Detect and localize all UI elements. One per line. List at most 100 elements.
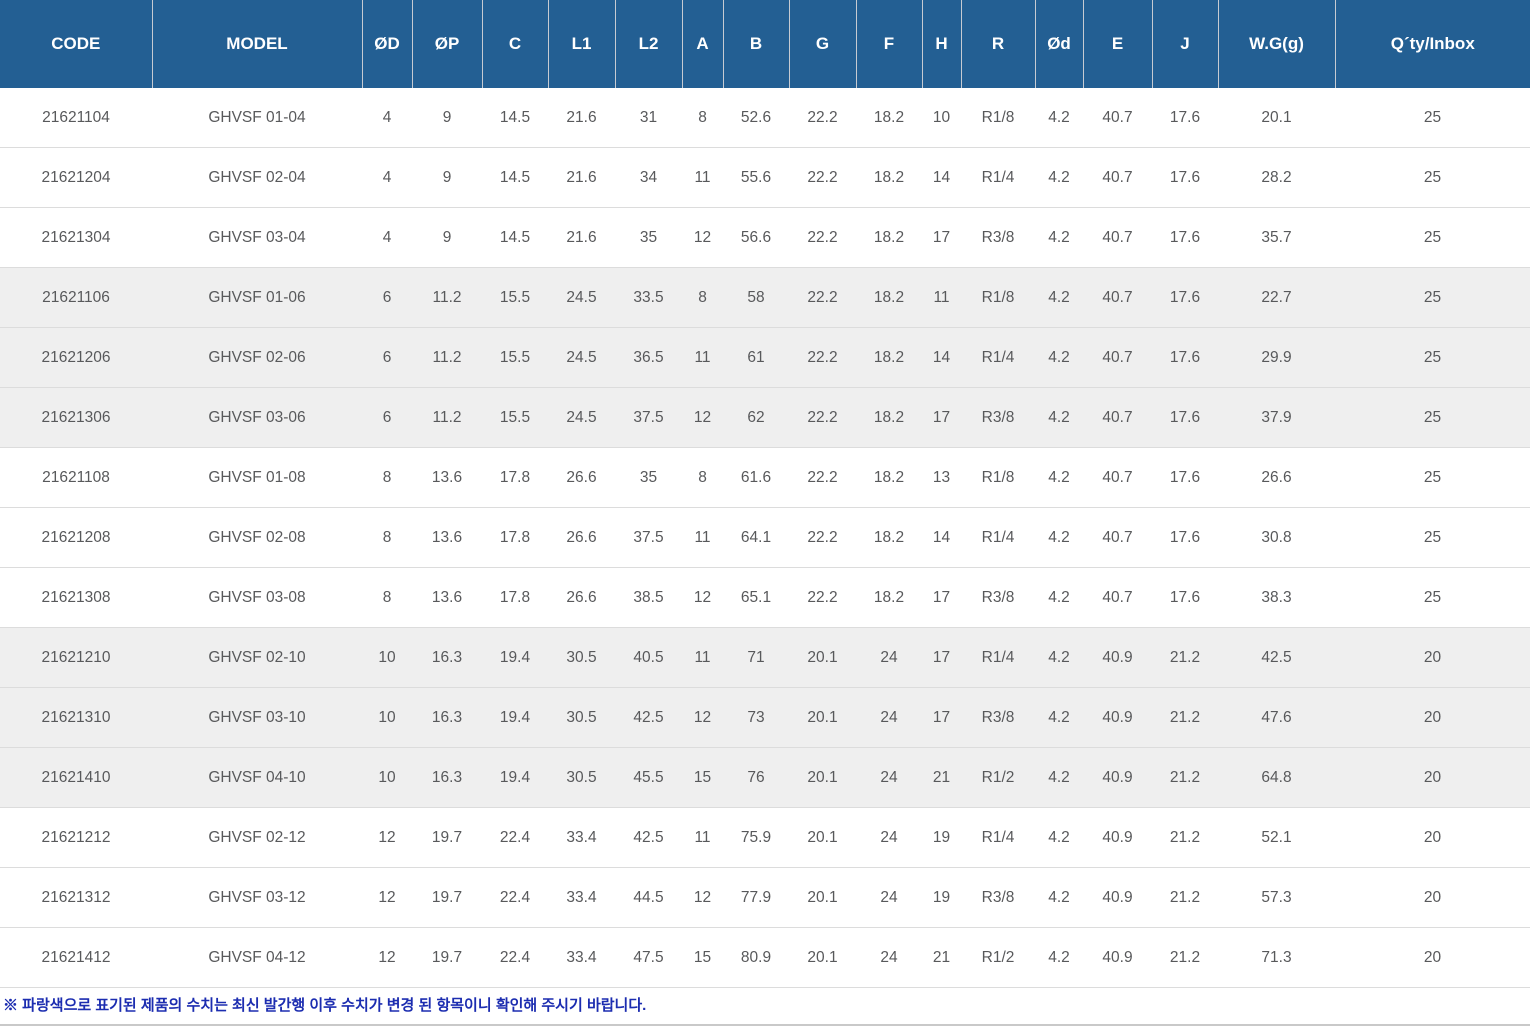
- table-cell: 21621410: [0, 747, 152, 808]
- table-cell: 71: [723, 627, 789, 688]
- table-cell: 11.2: [412, 387, 482, 448]
- table-cell: 20: [1335, 747, 1530, 808]
- table-cell: 21.2: [1152, 867, 1218, 928]
- table-row: 21621106 GHVSF 01-06 6 11.2 15.5 24.5 33.5 8 58 2…: [0, 267, 1530, 328]
- table-cell: 19.7: [412, 807, 482, 868]
- table-cell: 17.6: [1152, 567, 1218, 628]
- table-cell: 8: [362, 567, 412, 628]
- table-cell: 22.4: [482, 807, 548, 868]
- table-cell: 17: [922, 387, 961, 448]
- table-cell: 18.2: [856, 387, 922, 448]
- table-cell: 8: [682, 88, 723, 148]
- table-cell: 21621308: [0, 567, 152, 628]
- table-cell: 14: [922, 507, 961, 568]
- table-cell: 40.7: [1083, 447, 1152, 508]
- table-row: 21621210 GHVSF 02-10 10 16.3 19.4 30.5 40.5 11 7…: [0, 627, 1530, 688]
- table-cell: 20.1: [789, 687, 856, 748]
- table-cell: 10: [362, 627, 412, 688]
- table-cell: 40.9: [1083, 927, 1152, 987]
- table-cell: 25: [1335, 387, 1530, 448]
- table-cell: 26.6: [1218, 447, 1335, 508]
- table-cell: 17.6: [1152, 387, 1218, 448]
- table-cell: 24: [856, 867, 922, 928]
- table-cell: 9: [412, 207, 482, 268]
- column-header-6: L2: [615, 0, 683, 88]
- table-cell: 20: [1335, 867, 1530, 928]
- table-cell: 40.7: [1083, 147, 1152, 208]
- table-cell: 44.5: [615, 867, 682, 928]
- table-cell: GHVSF 02-08: [152, 507, 362, 568]
- table-cell: 24: [856, 627, 922, 688]
- table-cell: 40.9: [1083, 627, 1152, 688]
- table-cell: 20.1: [789, 747, 856, 808]
- table-cell: 13: [922, 447, 961, 508]
- table-cell: 73: [723, 687, 789, 748]
- table-cell: GHVSF 03-10: [152, 687, 362, 748]
- table-cell: 52.1: [1218, 807, 1335, 868]
- table-cell: 17: [922, 567, 961, 628]
- table-row: 21621308 GHVSF 03-08 8 13.6 17.8 26.6 38.5 12 65…: [0, 567, 1530, 628]
- table-cell: 18.2: [856, 507, 922, 568]
- table-cell: 42.5: [615, 807, 682, 868]
- table-cell: R3/8: [961, 867, 1035, 928]
- table-cell: 9: [412, 147, 482, 208]
- table-row: 21621306 GHVSF 03-06 6 11.2 15.5 24.5 37.5 12 62…: [0, 387, 1530, 448]
- column-header-9: G: [789, 0, 857, 88]
- table-cell: 40.7: [1083, 207, 1152, 268]
- table-cell: 15: [682, 747, 723, 808]
- table-cell: 8: [362, 507, 412, 568]
- column-header-15: J: [1152, 0, 1219, 88]
- table-cell: 26.6: [548, 567, 615, 628]
- table-cell: 21621310: [0, 687, 152, 748]
- table-cell: 18.2: [856, 147, 922, 208]
- table-cell: 24: [856, 747, 922, 808]
- table-cell: 4: [362, 88, 412, 148]
- table-cell: 24.5: [548, 327, 615, 388]
- table-row: 21621212 GHVSF 02-12 12 19.7 22.4 33.4 42.5 11 7…: [0, 807, 1530, 868]
- table-cell: 24: [856, 807, 922, 868]
- table-cell: 16.3: [412, 687, 482, 748]
- table-cell: 75.9: [723, 807, 789, 868]
- table-cell: GHVSF 04-12: [152, 927, 362, 987]
- table-cell: 12: [682, 687, 723, 748]
- table-cell: 26.6: [548, 507, 615, 568]
- table-cell: 9: [412, 88, 482, 148]
- table-cell: 22.4: [482, 927, 548, 987]
- table-cell: 12: [362, 807, 412, 868]
- table-cell: 40.9: [1083, 747, 1152, 808]
- table-cell: 14.5: [482, 207, 548, 268]
- table-cell: 15: [682, 927, 723, 987]
- table-cell: 19.4: [482, 687, 548, 748]
- table-cell: 21.2: [1152, 807, 1218, 868]
- table-cell: 22.7: [1218, 267, 1335, 328]
- table-cell: 21621412: [0, 927, 152, 987]
- table-cell: 21621204: [0, 147, 152, 208]
- table-cell: 22.2: [789, 387, 856, 448]
- table-cell: 25: [1335, 447, 1530, 508]
- table-cell: 4.2: [1035, 927, 1083, 987]
- table-cell: 52.6: [723, 88, 789, 148]
- column-header-13: Ød: [1035, 0, 1084, 88]
- table-cell: 4.2: [1035, 327, 1083, 388]
- table-cell: 20.1: [789, 627, 856, 688]
- table-cell: 12: [682, 207, 723, 268]
- table-cell: 4.2: [1035, 147, 1083, 208]
- table-cell: 17.6: [1152, 88, 1218, 148]
- table-cell: 62: [723, 387, 789, 448]
- table-cell: 4.2: [1035, 507, 1083, 568]
- table-cell: 4: [362, 147, 412, 208]
- table-cell: 12: [362, 927, 412, 987]
- table-cell: 11: [682, 147, 723, 208]
- table-cell: 11.2: [412, 327, 482, 388]
- table-cell: 29.9: [1218, 327, 1335, 388]
- product-spec-table: CODE MODEL ØD ØP C L1 L2 A B G F H R Ød E J W.G(g) Q´ty/I…: [0, 0, 1530, 987]
- table-cell: 21.2: [1152, 927, 1218, 987]
- table-cell: 20.1: [1218, 88, 1335, 148]
- table-cell: 21.6: [548, 207, 615, 268]
- table-cell: 4.2: [1035, 807, 1083, 868]
- table-cell: 38.5: [615, 567, 682, 628]
- table-cell: R1/4: [961, 807, 1035, 868]
- table-cell: R1/4: [961, 147, 1035, 208]
- table-cell: 21621208: [0, 507, 152, 568]
- table-cell: 19.7: [412, 927, 482, 987]
